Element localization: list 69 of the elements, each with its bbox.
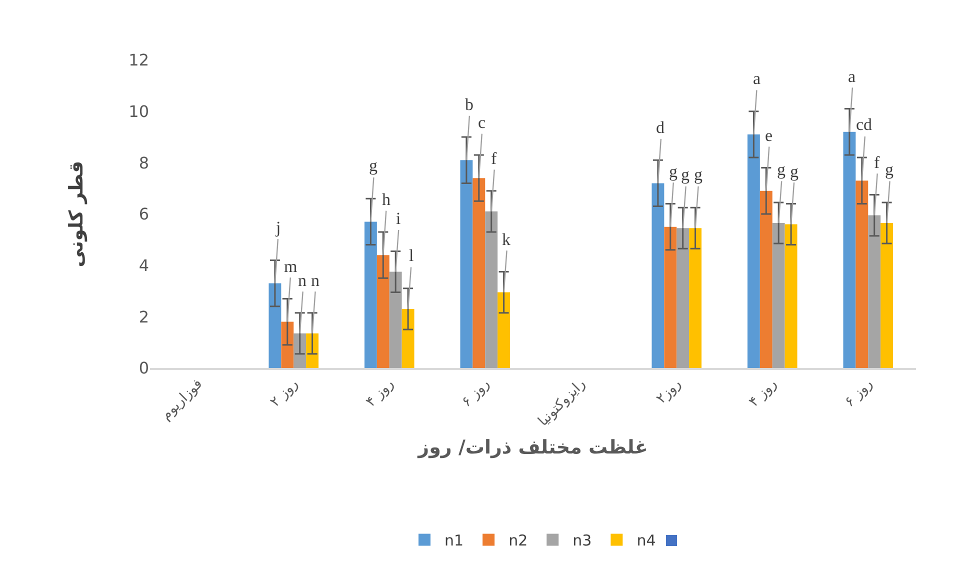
bar bbox=[664, 226, 677, 368]
y-axis-title: قطر کلونی bbox=[65, 160, 88, 268]
data-label: f bbox=[874, 153, 880, 172]
data-label: f bbox=[491, 149, 497, 168]
data-label: m bbox=[284, 257, 298, 276]
y-tick-label: 8 bbox=[138, 153, 149, 172]
legend-label: n1 bbox=[444, 532, 464, 550]
y-tick-label: 4 bbox=[138, 256, 149, 275]
data-label: g bbox=[669, 162, 678, 181]
data-label: e bbox=[765, 126, 773, 145]
data-label: b bbox=[465, 95, 474, 114]
x-tick-label: رایزوکتونیا bbox=[535, 376, 589, 430]
data-label: n bbox=[298, 271, 307, 290]
x-tick-label: ۴ روز bbox=[363, 376, 398, 410]
data-label: j bbox=[275, 218, 281, 237]
bar bbox=[364, 222, 377, 368]
x-tick-label: ۲روز bbox=[653, 376, 684, 408]
bar bbox=[652, 183, 664, 368]
y-tick-label: 12 bbox=[128, 50, 149, 70]
bar bbox=[498, 292, 510, 368]
data-label: c bbox=[478, 113, 486, 132]
legend-label: n3 bbox=[572, 532, 592, 550]
x-tick-label: ۶ روز bbox=[458, 376, 493, 410]
y-tick-label: 2 bbox=[138, 307, 149, 326]
data-label: l bbox=[409, 246, 414, 265]
bar bbox=[784, 224, 798, 368]
legend-label: n2 bbox=[508, 532, 528, 550]
bar bbox=[843, 132, 856, 368]
data-label: g bbox=[777, 160, 786, 179]
bar bbox=[281, 322, 294, 368]
bar bbox=[760, 190, 772, 368]
data-label: i bbox=[396, 209, 401, 228]
bar bbox=[294, 333, 306, 368]
bar bbox=[747, 134, 760, 368]
bar bbox=[676, 228, 690, 368]
bar bbox=[880, 222, 894, 368]
bar bbox=[389, 272, 402, 368]
y-tick-label: 10 bbox=[128, 102, 149, 121]
data-label: cd bbox=[856, 115, 873, 134]
bar bbox=[772, 222, 785, 368]
bar bbox=[472, 178, 486, 368]
bar bbox=[485, 211, 498, 368]
data-label: g bbox=[681, 165, 690, 184]
bar bbox=[856, 180, 868, 368]
data-label: g bbox=[790, 162, 799, 181]
data-label: n bbox=[311, 271, 320, 290]
legend-label: n4 bbox=[636, 532, 656, 550]
bar bbox=[268, 283, 282, 368]
bar bbox=[306, 333, 319, 368]
data-label: g bbox=[369, 156, 378, 175]
x-tick-label: ۶ روز bbox=[842, 376, 876, 410]
bar bbox=[689, 228, 702, 368]
data-label: g bbox=[694, 165, 703, 184]
x-tick-label: فوزاریوم bbox=[158, 376, 206, 424]
bar bbox=[460, 160, 473, 368]
bar bbox=[376, 255, 390, 368]
data-label: g bbox=[885, 160, 894, 179]
y-tick-label: 6 bbox=[138, 204, 149, 224]
y-tick-label: 0 bbox=[138, 358, 149, 378]
x-axis-title: غلظت مختلف ذرات/ روز bbox=[417, 436, 648, 459]
data-label: k bbox=[502, 230, 511, 249]
data-label: a bbox=[753, 69, 761, 88]
data-label: a bbox=[848, 67, 856, 86]
data-label: d bbox=[656, 118, 665, 137]
x-tick-label: ۲ روز bbox=[267, 376, 302, 410]
bar bbox=[868, 215, 881, 368]
data-label: h bbox=[382, 190, 391, 209]
x-tick-label: ۴ روز bbox=[746, 376, 780, 410]
bar bbox=[402, 308, 414, 368]
